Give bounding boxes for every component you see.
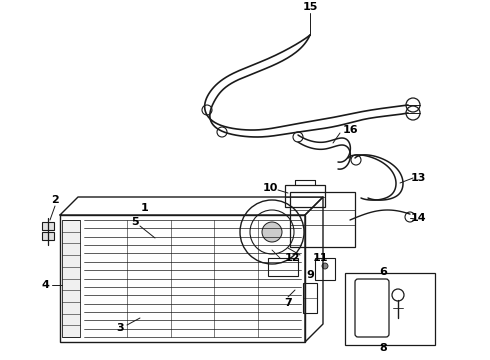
Text: 1: 1 [141,203,149,213]
Text: 9: 9 [306,270,314,280]
Bar [62,220,80,337]
Text: 12: 12 [284,253,300,263]
Circle shape [262,222,282,242]
Circle shape [322,263,328,269]
Text: 13: 13 [410,173,426,183]
Text: 10: 10 [262,183,278,193]
Bar [268,258,298,276]
Bar [42,222,54,230]
Text: 16: 16 [342,125,358,135]
Text: 7: 7 [284,298,292,308]
Text: 5: 5 [131,217,139,227]
Text: 15: 15 [302,2,318,12]
Text: 8: 8 [379,343,387,353]
Bar [290,192,355,247]
Bar [303,283,317,313]
Text: 6: 6 [379,267,387,277]
Bar [315,258,335,280]
Bar [60,215,305,342]
Text: 14: 14 [410,213,426,223]
Bar [285,185,325,207]
Text: 11: 11 [312,253,328,263]
Text: 2: 2 [51,195,59,205]
Text: 3: 3 [116,323,124,333]
Text: 4: 4 [41,280,49,290]
Bar [345,273,435,345]
Bar [42,232,54,240]
